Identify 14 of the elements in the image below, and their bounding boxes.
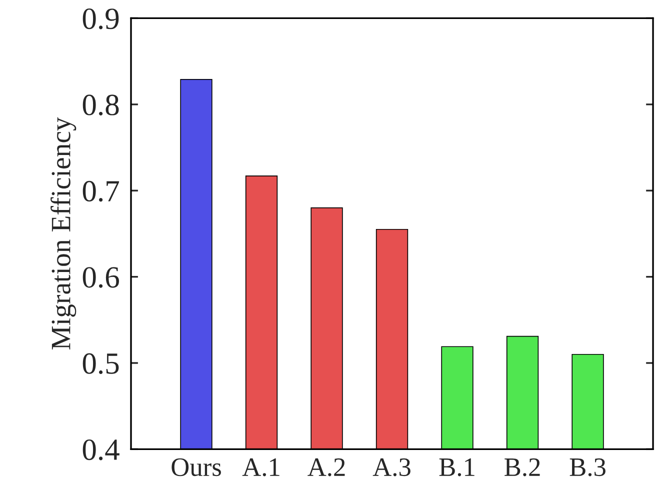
y-tick-label: 0.6 [82, 267, 119, 288]
y-tick-label: 0.5 [82, 353, 119, 374]
x-tick-label: A.3 [372, 458, 410, 476]
y-tick-label: 0.4 [82, 439, 120, 460]
x-tick-label: B.1 [439, 458, 474, 476]
y-axis-title: Migration Efficiency [50, 117, 76, 350]
x-tick-label: Ours [172, 458, 221, 476]
x-tick-label: B.3 [570, 458, 606, 476]
y-tick-label: 0.9 [82, 8, 119, 30]
y-tick-label: 0.7 [82, 180, 120, 202]
x-tick-label: B.2 [504, 458, 540, 476]
x-tick-label: A.2 [308, 458, 345, 476]
y-tick-label: 0.8 [82, 94, 119, 116]
x-tick-label: A.1 [242, 458, 280, 476]
